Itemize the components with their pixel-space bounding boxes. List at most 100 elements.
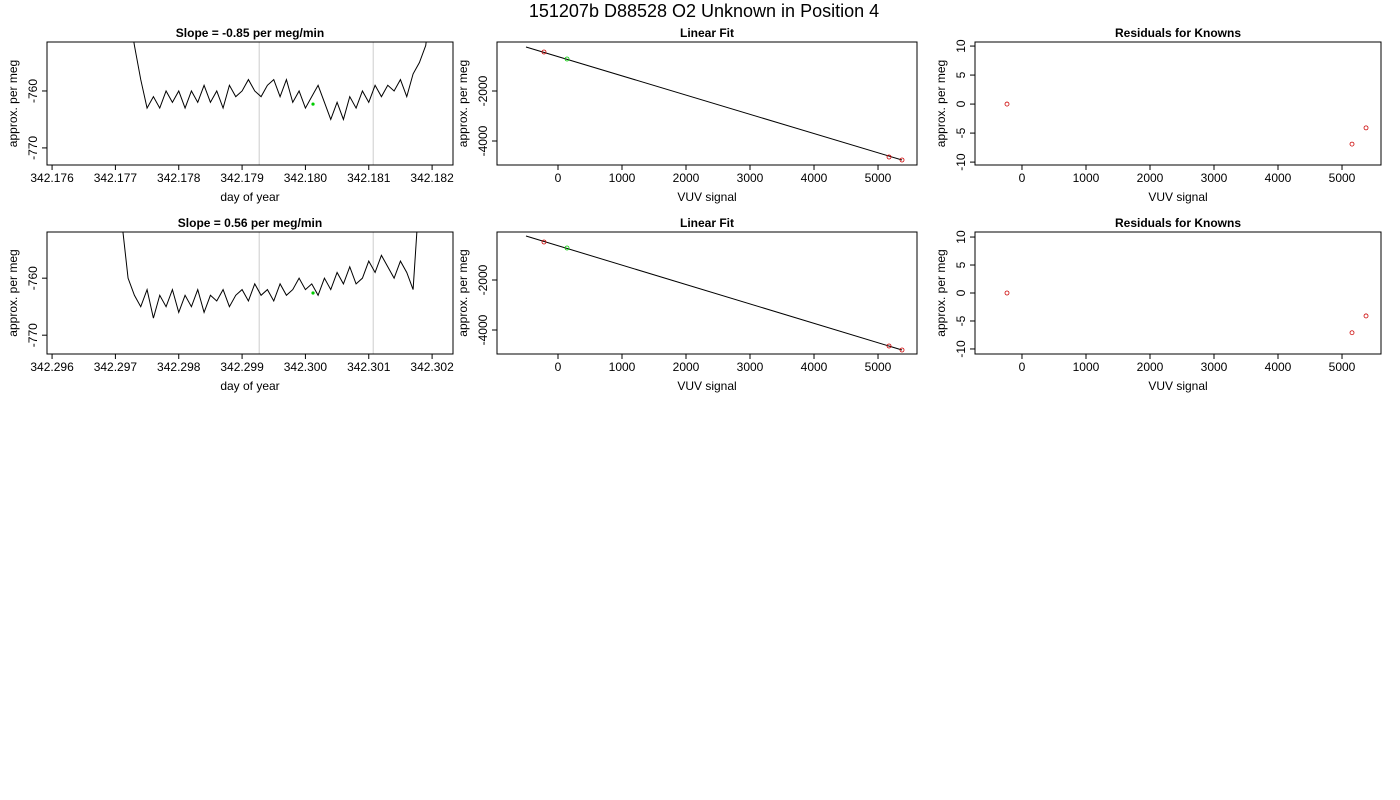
data-line: [122, 232, 418, 319]
y-tick-label: 0: [954, 289, 968, 296]
panel-title: Slope = 0.56 per meg/min: [178, 216, 322, 230]
x-tick-label: 2000: [1137, 171, 1164, 185]
x-tick-label: 0: [555, 171, 562, 185]
point: [1004, 101, 1010, 107]
x-tick-label: 0: [1019, 171, 1026, 185]
point: [886, 343, 892, 349]
y-tick-label: -5: [954, 315, 968, 326]
panel-title: Linear Fit: [680, 26, 734, 40]
y-tick-label: -760: [26, 79, 40, 103]
plot-area: [133, 42, 427, 165]
x-tick-label: 342.298: [157, 360, 201, 374]
x-tick-label: 2000: [673, 171, 700, 185]
panel-title: Residuals for Knowns: [1115, 216, 1241, 230]
y-tick-label: -2000: [476, 264, 490, 295]
x-axis-label: day of year: [220, 190, 279, 204]
point: [541, 49, 547, 55]
y-axis-label: approx. per meg: [456, 60, 470, 147]
panel: Slope = 0.56 per meg/min day of year appro…: [6, 216, 454, 393]
x-tick-label: 342.297: [94, 360, 138, 374]
plot-frame: [974, 41, 1382, 166]
x-tick-label: 1000: [1073, 171, 1100, 185]
x-tick-label: 5000: [1329, 171, 1356, 185]
panel-title: Slope = -0.85 per meg/min: [176, 26, 324, 40]
point: [899, 157, 905, 163]
panel-title: Linear Fit: [680, 216, 734, 230]
x-tick-label: 1000: [609, 360, 636, 374]
x-tick-label: 4000: [801, 360, 828, 374]
marker-point: [311, 291, 315, 295]
x-tick-label: 3000: [1201, 171, 1228, 185]
x-tick-label: 342.302: [410, 360, 454, 374]
y-tick-label: -10: [954, 153, 968, 171]
y-axis-label: approx. per meg: [934, 249, 948, 336]
point: [564, 56, 570, 62]
panel: Residuals for Knowns VUV signal approx. pe…: [934, 216, 1382, 393]
y-tick-label: -760: [26, 266, 40, 290]
y-axis-label: approx. per meg: [934, 60, 948, 147]
x-tick-label: 342.176: [30, 171, 74, 185]
plot-frame: [46, 231, 454, 355]
x-tick-label: 342.301: [347, 360, 391, 374]
x-tick-label: 3000: [737, 360, 764, 374]
plot-frame: [496, 41, 918, 166]
plot-area: [1004, 101, 1369, 147]
y-tick-label: 5: [954, 261, 968, 268]
x-tick-label: 4000: [1265, 360, 1292, 374]
x-tick-label: 2000: [673, 360, 700, 374]
x-tick-label: 342.177: [94, 171, 138, 185]
y-tick-label: -2000: [476, 75, 490, 106]
y-tick-label: 10: [954, 39, 968, 53]
x-axis-label: VUV signal: [1148, 379, 1207, 393]
plot-area: [122, 232, 418, 354]
plot-frame: [46, 41, 454, 166]
point: [1349, 330, 1355, 336]
x-tick-label: 4000: [801, 171, 828, 185]
point: [1349, 141, 1355, 147]
panel-title: Residuals for Knowns: [1115, 26, 1241, 40]
point: [1363, 125, 1369, 131]
x-tick-label: 5000: [1329, 360, 1356, 374]
x-tick-label: 342.296: [30, 360, 74, 374]
fit-line: [525, 235, 903, 351]
point: [541, 239, 547, 245]
y-axis-label: approx. per meg: [6, 249, 20, 336]
x-tick-label: 0: [1019, 360, 1026, 374]
y-tick-label: 0: [954, 100, 968, 107]
x-tick-label: 0: [555, 360, 562, 374]
point: [564, 245, 570, 251]
plot-frame: [496, 231, 918, 355]
fit-line: [525, 46, 903, 161]
x-axis-label: VUV signal: [677, 379, 736, 393]
y-tick-label: -4000: [476, 314, 490, 345]
point: [886, 154, 892, 160]
x-tick-label: 3000: [737, 171, 764, 185]
y-axis-label: approx. per meg: [456, 249, 470, 336]
x-axis-label: VUV signal: [677, 190, 736, 204]
panel: Slope = -0.85 per meg/min day of year appr…: [6, 26, 454, 204]
x-tick-label: 342.181: [347, 171, 391, 185]
y-tick-label: -10: [954, 340, 968, 358]
x-tick-label: 5000: [865, 360, 892, 374]
y-tick-label: -770: [26, 136, 40, 160]
panel: Linear Fit VUV signal approx. per meg 0 1000…: [456, 216, 918, 393]
plot-area: [525, 46, 905, 163]
x-tick-label: 342.179: [220, 171, 264, 185]
x-tick-label: 5000: [865, 171, 892, 185]
y-tick-label: -4000: [476, 125, 490, 156]
figure-title: 151207b D88528 O2 Unknown in Position 4: [529, 1, 879, 21]
x-tick-label: 342.178: [157, 171, 201, 185]
x-tick-label: 1000: [609, 171, 636, 185]
y-tick-label: 5: [954, 71, 968, 78]
x-tick-label: 3000: [1201, 360, 1228, 374]
data-line: [133, 42, 427, 122]
x-axis-label: VUV signal: [1148, 190, 1207, 204]
y-tick-label: 10: [954, 230, 968, 244]
point: [1004, 290, 1010, 296]
x-axis-label: day of year: [220, 379, 279, 393]
plot-frame: [974, 231, 1382, 355]
point: [1363, 313, 1369, 319]
x-tick-label: 342.180: [284, 171, 328, 185]
plot-area: [525, 235, 905, 353]
